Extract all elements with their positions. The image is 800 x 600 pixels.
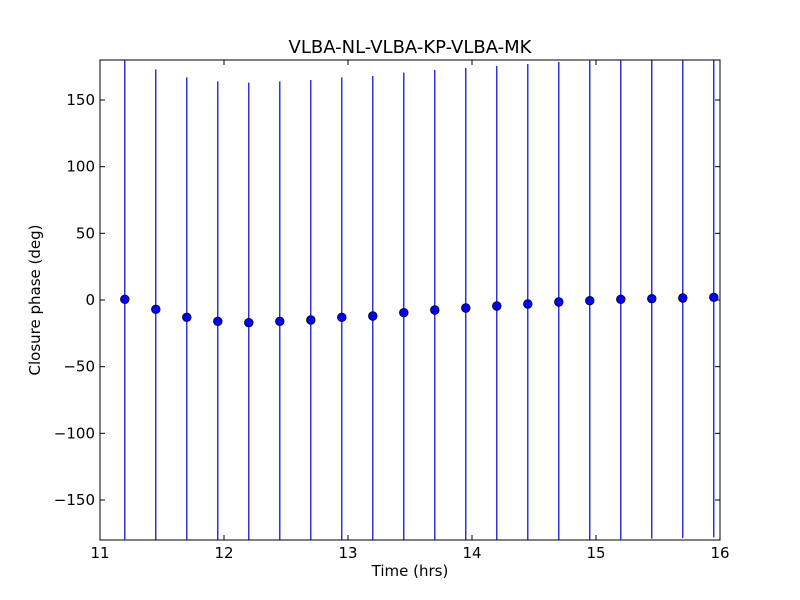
data-point <box>554 297 564 307</box>
y-tick-label: −100 <box>54 424 95 442</box>
x-axis-label: Time (hrs) <box>371 562 449 580</box>
data-point <box>151 304 161 315</box>
data-point <box>461 303 471 313</box>
x-axis: 11 12 13 14 15 16 <box>90 60 730 562</box>
y-tick-label: 0 <box>85 291 95 309</box>
x-tick-label: 12 <box>214 544 233 562</box>
y-tick-label: −50 <box>63 358 95 376</box>
x-tick-label: 15 <box>586 544 605 562</box>
y-tick-label: 100 <box>66 158 95 176</box>
y-axis-label: Closure phase (deg) <box>26 225 44 376</box>
data-point <box>244 317 254 328</box>
data-point <box>430 305 440 315</box>
data-point <box>306 315 316 325</box>
data-point <box>616 294 626 305</box>
data-point <box>182 312 192 323</box>
y-axis: −150 −100 −50 0 50 100 150 <box>54 91 720 509</box>
data-point <box>709 292 719 303</box>
x-tick-label: 16 <box>710 544 729 562</box>
data-point <box>120 294 130 305</box>
x-tick-label: 13 <box>338 544 357 562</box>
data-point <box>275 316 285 327</box>
y-tick-label: 50 <box>76 224 95 242</box>
data-point <box>368 311 378 321</box>
data-point <box>523 299 533 309</box>
data-point <box>337 312 347 323</box>
x-tick-label: 14 <box>462 544 481 562</box>
data-point <box>492 301 502 311</box>
data-point <box>399 307 409 318</box>
chart-title: VLBA-NL-VLBA-KP-VLBA-MK <box>289 37 533 58</box>
data-point <box>647 293 657 304</box>
y-tick-label: −150 <box>54 491 95 509</box>
x-tick-label: 11 <box>90 544 109 562</box>
data-point <box>585 295 595 306</box>
y-tick-label: 150 <box>66 91 95 109</box>
data-point <box>213 316 223 327</box>
data-point <box>678 293 688 303</box>
data-points <box>120 292 719 328</box>
